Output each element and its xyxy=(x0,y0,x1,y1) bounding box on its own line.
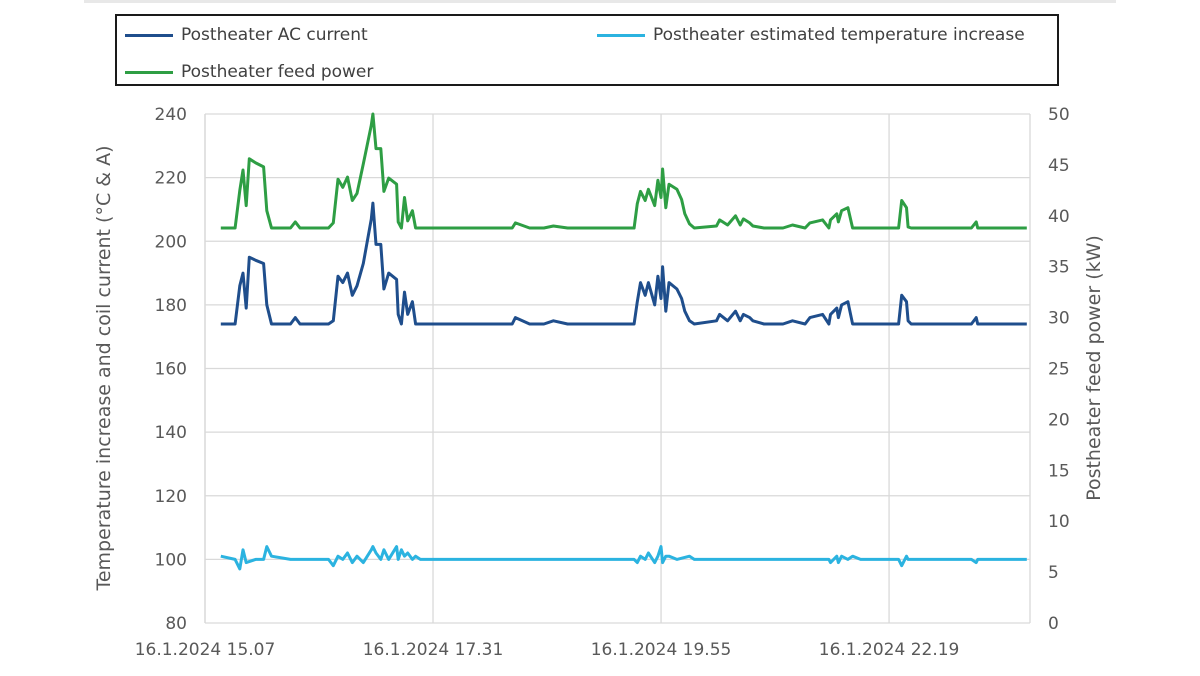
x-tick-label: 16.1.2024 17.31 xyxy=(363,640,504,660)
left-tick-label: 180 xyxy=(155,296,187,316)
series-line-postheater-feed-power xyxy=(220,112,1027,230)
left-tick-label: 120 xyxy=(155,487,187,507)
legend-item-ac-current: Postheater AC current xyxy=(125,23,368,47)
x-tick-label: 16.1.2024 19.55 xyxy=(591,640,732,660)
left-axis-ticks: 80 100 120 140 160 180 200 220 240 xyxy=(155,105,187,634)
left-tick-label: 140 xyxy=(155,423,187,443)
series-lines xyxy=(220,112,1027,571)
right-tick-label: 20 xyxy=(1048,410,1070,430)
legend-swatch-temperature-increase xyxy=(597,33,645,37)
left-tick-label: 240 xyxy=(155,105,187,125)
right-tick-label: 5 xyxy=(1048,563,1059,583)
left-tick-label: 100 xyxy=(155,550,187,570)
left-tick-label: 160 xyxy=(155,360,187,380)
legend-item-temperature-increase: Postheater estimated temperature increas… xyxy=(597,23,1025,47)
chart-legend: Postheater AC current Postheater estimat… xyxy=(115,14,1059,86)
right-tick-label: 40 xyxy=(1048,207,1070,227)
right-tick-label: 45 xyxy=(1048,156,1070,176)
top-divider xyxy=(84,0,1116,3)
right-tick-label: 50 xyxy=(1048,105,1070,125)
legend-label-temperature-increase: Postheater estimated temperature increas… xyxy=(653,25,1025,45)
left-tick-label: 80 xyxy=(165,614,187,634)
legend-swatch-feed-power xyxy=(125,70,173,74)
legend-swatch-ac-current xyxy=(125,33,173,37)
right-axis-title: Postheater feed power (kW) xyxy=(1083,235,1105,501)
left-tick-label: 220 xyxy=(155,169,187,189)
left-tick-label: 200 xyxy=(155,232,187,252)
grid-lines xyxy=(204,113,1031,624)
series-line-postheater-estimated-temperature-increase xyxy=(220,545,1027,571)
right-tick-label: 0 xyxy=(1048,614,1059,634)
right-tick-label: 35 xyxy=(1048,258,1070,278)
right-axis-ticks: 0 5 10 15 20 25 30 35 40 45 50 xyxy=(1048,105,1070,634)
x-tick-label: 16.1.2024 15.07 xyxy=(135,640,276,660)
right-tick-label: 10 xyxy=(1048,512,1070,532)
right-tick-label: 30 xyxy=(1048,309,1070,329)
legend-item-feed-power: Postheater feed power xyxy=(125,60,373,84)
series-line-postheater-ac-current xyxy=(220,201,1027,326)
legend-label-feed-power: Postheater feed power xyxy=(181,62,374,82)
x-axis-ticks: 16.1.2024 15.07 16.1.2024 17.31 16.1.2024 … xyxy=(135,640,960,660)
legend-label-ac-current: Postheater AC current xyxy=(181,25,368,45)
right-tick-label: 15 xyxy=(1048,461,1070,481)
right-tick-label: 25 xyxy=(1048,360,1070,380)
x-tick-label: 16.1.2024 22.19 xyxy=(819,640,960,660)
left-axis-title: Temperature increase and coil current (°… xyxy=(93,145,115,591)
